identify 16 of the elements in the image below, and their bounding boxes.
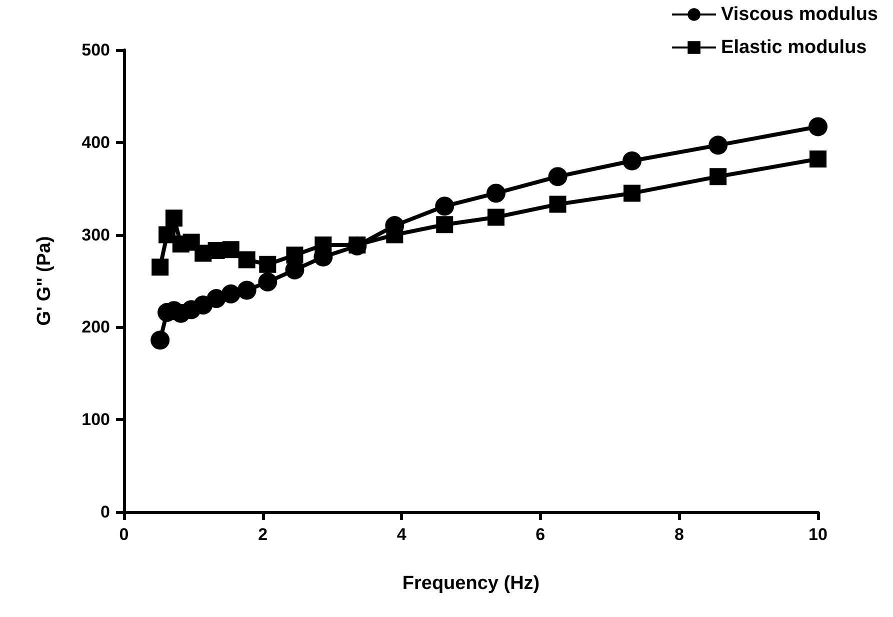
x-tick-label: 0 <box>119 525 129 544</box>
y-tick-label: 400 <box>82 132 110 152</box>
y-tick-label: 300 <box>82 225 110 244</box>
x-tick-label: 10 <box>808 525 828 544</box>
x-tick-label: 8 <box>674 525 684 544</box>
legend-label: Viscous modulus <box>721 4 878 25</box>
y-axis-title: G' G" (Pa) <box>34 236 55 326</box>
x-tick-label: 4 <box>396 525 407 544</box>
x-tick-label: 6 <box>536 525 546 544</box>
x-tick-label: 2 <box>258 525 268 544</box>
y-tick-label: 0 <box>100 502 110 522</box>
legend-label: Elastic modulus <box>721 37 867 58</box>
x-axis-title: Frequency (Hz) <box>402 573 540 594</box>
y-tick-label: 200 <box>82 318 110 337</box>
y-tick-label: 100 <box>82 410 110 430</box>
y-tick-label: 500 <box>82 40 110 60</box>
